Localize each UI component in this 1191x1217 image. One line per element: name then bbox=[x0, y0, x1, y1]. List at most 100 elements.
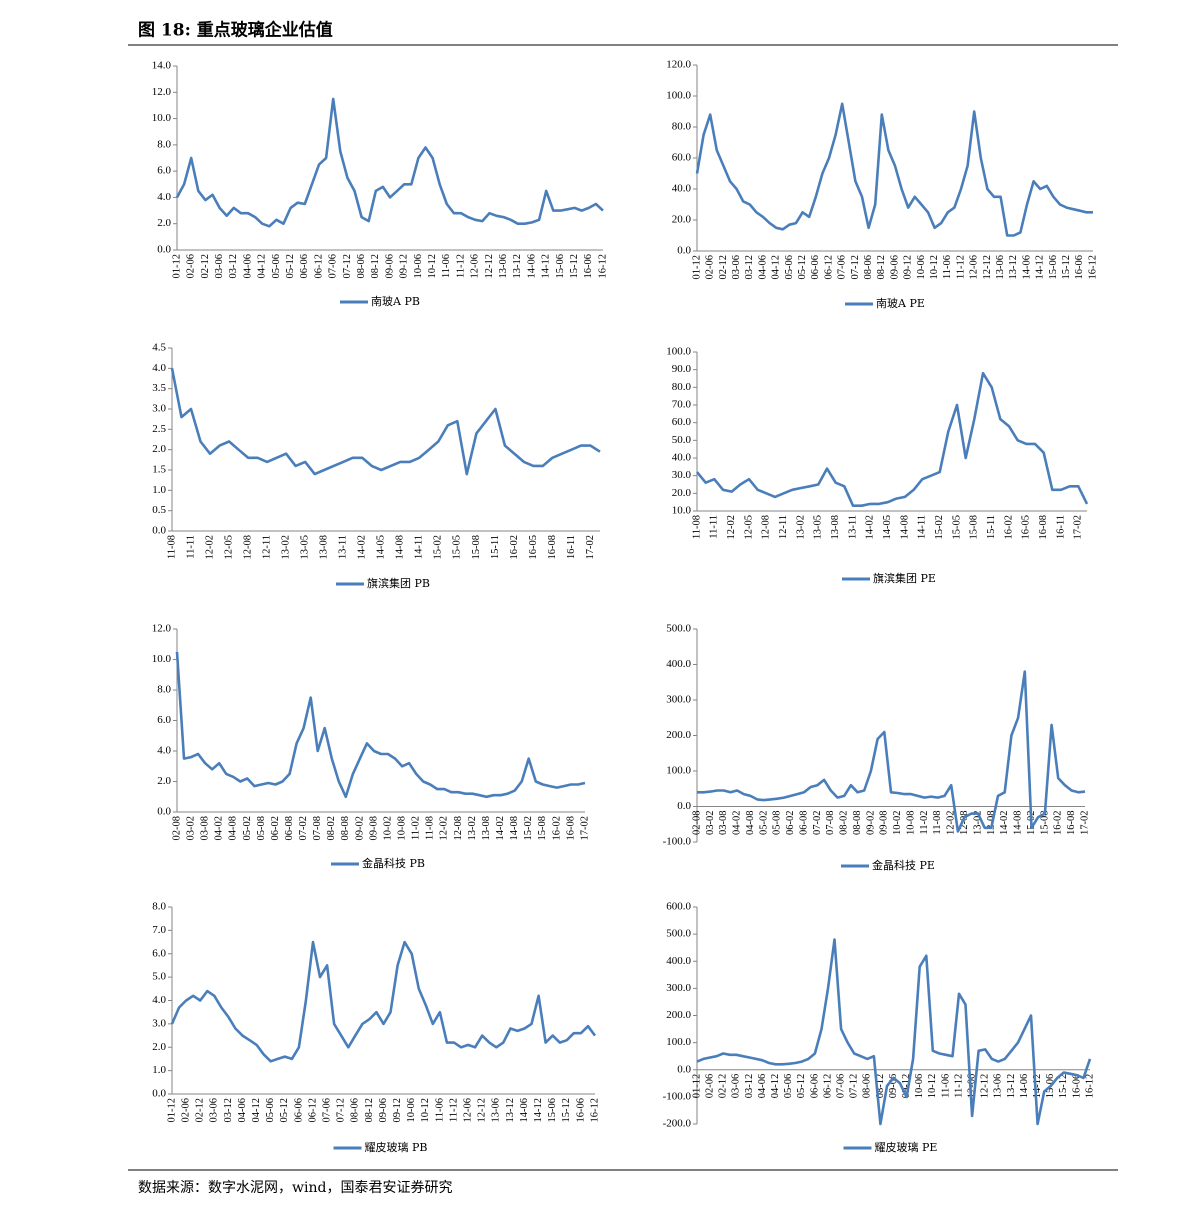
x-tick-label: 12-12 bbox=[980, 1074, 991, 1099]
x-tick-label: 11-08 bbox=[691, 515, 702, 539]
x-tick-label: 14-02 bbox=[865, 515, 876, 540]
x-tick-label: 12-02 bbox=[439, 816, 450, 841]
y-tick-label: 80.0 bbox=[672, 121, 692, 133]
x-tick-label: 09-08 bbox=[368, 816, 379, 841]
series-line bbox=[175, 97, 604, 228]
x-tick-label: 16-06 bbox=[575, 1098, 586, 1123]
x-tick-label: 13-12 bbox=[512, 254, 523, 279]
x-tick-label: 12-05 bbox=[223, 535, 234, 560]
x-tick-label: 14-02 bbox=[495, 816, 506, 841]
y-tick-label: 30.0 bbox=[672, 469, 692, 481]
y-tick-label: 100.0 bbox=[666, 765, 691, 777]
y-tick-label: 300.0 bbox=[666, 982, 691, 994]
x-tick-label: 16-12 bbox=[1087, 255, 1098, 280]
x-tick-label: 17-02 bbox=[1073, 515, 1084, 540]
y-tick-label: 500.0 bbox=[666, 928, 691, 940]
y-tick-label: 4.0 bbox=[157, 745, 171, 757]
y-tick-label: 0.0 bbox=[152, 1088, 166, 1100]
x-tick-label: 14-06 bbox=[1019, 1074, 1030, 1099]
x-tick-label: 09-06 bbox=[384, 254, 395, 279]
x-tick-label: 03-06 bbox=[731, 255, 742, 280]
x-tick-label: 05-08 bbox=[256, 816, 267, 841]
x-tick-label: 05-06 bbox=[783, 1074, 794, 1099]
x-tick-label: 03-08 bbox=[718, 811, 729, 836]
x-tick-label: 11-12 bbox=[953, 1074, 964, 1098]
y-tick-label: 3.0 bbox=[152, 1017, 166, 1029]
x-tick-label: 12-08 bbox=[242, 535, 253, 560]
x-tick-label: 12-11 bbox=[262, 535, 273, 559]
y-tick-label: 2.0 bbox=[152, 1041, 166, 1053]
x-tick-label: 09-02 bbox=[865, 811, 876, 836]
y-tick-label: 80.0 bbox=[672, 381, 692, 393]
x-tick-label: 10-06 bbox=[914, 1074, 925, 1099]
x-tick-label: 06-02 bbox=[785, 811, 796, 836]
x-tick-label: 14-12 bbox=[1035, 255, 1046, 280]
x-tick-label: 05-12 bbox=[285, 254, 296, 279]
x-tick-label: 07-12 bbox=[336, 1098, 347, 1123]
y-tick-label: 100.0 bbox=[666, 1036, 691, 1048]
x-tick-label: 10-12 bbox=[927, 1074, 938, 1099]
x-tick-label: 14-06 bbox=[526, 254, 537, 279]
y-tick-label: 0.5 bbox=[152, 504, 166, 516]
x-tick-label: 03-12 bbox=[744, 1074, 755, 1099]
x-tick-label: 14-08 bbox=[509, 816, 520, 841]
x-tick-label: 08-06 bbox=[350, 1098, 361, 1123]
x-tick-label: 16-06 bbox=[1071, 1074, 1082, 1099]
x-tick-label: 11-12 bbox=[448, 1098, 459, 1122]
x-tick-label: 08-06 bbox=[862, 1074, 873, 1099]
y-tick-label: 1.5 bbox=[152, 464, 166, 476]
x-tick-label: 14-02 bbox=[999, 811, 1010, 836]
series-line bbox=[170, 368, 601, 476]
x-tick-label: 03-12 bbox=[223, 1098, 234, 1123]
legend-label: 南玻A PB bbox=[371, 295, 420, 308]
x-tick-label: 07-12 bbox=[849, 1074, 860, 1099]
y-tick-label: 40.0 bbox=[672, 452, 692, 464]
y-tick-label: 300.0 bbox=[666, 694, 691, 706]
x-tick-label: 10-06 bbox=[916, 255, 927, 280]
x-tick-label: 13-06 bbox=[498, 254, 509, 279]
x-tick-label: 11-06 bbox=[940, 1074, 951, 1098]
x-tick-label: 15-08 bbox=[1039, 811, 1050, 836]
legend-label: 南玻A PE bbox=[876, 297, 925, 310]
y-tick-label: 4.0 bbox=[157, 191, 171, 203]
y-tick-label: 90.0 bbox=[672, 363, 692, 375]
x-tick-label: 01-12 bbox=[166, 1098, 177, 1123]
x-tick-label: 14-11 bbox=[917, 515, 928, 539]
x-tick-label: 14-08 bbox=[899, 515, 910, 540]
x-tick-label: 06-12 bbox=[822, 1074, 833, 1099]
x-tick-label: 16-08 bbox=[565, 816, 576, 841]
x-tick-label: 08-12 bbox=[364, 1098, 375, 1123]
x-tick-label: 14-11 bbox=[414, 535, 425, 559]
series-line bbox=[695, 102, 1093, 237]
y-tick-label: 0.0 bbox=[677, 1063, 691, 1075]
x-tick-label: 15-02 bbox=[523, 816, 534, 841]
x-tick-label: 06-06 bbox=[810, 255, 821, 280]
y-tick-label: 14.0 bbox=[152, 60, 172, 72]
x-tick-label: 15-11 bbox=[986, 515, 997, 539]
x-tick-label: 16-12 bbox=[1084, 1074, 1095, 1099]
x-tick-label: 03-02 bbox=[705, 811, 716, 836]
x-tick-label: 14-05 bbox=[882, 515, 893, 540]
y-tick-label: 120.0 bbox=[666, 59, 691, 71]
x-tick-label: 04-06 bbox=[757, 255, 768, 280]
x-tick-label: 11-11 bbox=[185, 535, 196, 559]
x-tick-label: 14-08 bbox=[395, 535, 406, 560]
y-tick-label: 0.0 bbox=[157, 244, 171, 256]
x-tick-label: 05-06 bbox=[265, 1098, 276, 1123]
x-tick-label: 03-06 bbox=[209, 1098, 220, 1123]
x-tick-label: 05-12 bbox=[797, 255, 808, 280]
x-tick-label: 06-08 bbox=[798, 811, 809, 836]
x-tick-label: 12-02 bbox=[204, 535, 215, 560]
x-tick-label: 02-06 bbox=[705, 255, 716, 280]
series-line bbox=[170, 940, 597, 1063]
x-tick-label: 17-02 bbox=[579, 816, 590, 841]
x-tick-label: 15-12 bbox=[561, 1098, 572, 1123]
x-tick-label: 11-11 bbox=[709, 515, 720, 539]
x-tick-label: 06-02 bbox=[270, 816, 281, 841]
series-line bbox=[175, 651, 586, 799]
x-tick-label: 04-12 bbox=[257, 254, 268, 279]
x-tick-label: 15-08 bbox=[969, 515, 980, 540]
x-tick-label: 11-12 bbox=[455, 254, 466, 278]
x-tick-label: 07-08 bbox=[825, 811, 836, 836]
x-tick-label: 09-12 bbox=[903, 255, 914, 280]
